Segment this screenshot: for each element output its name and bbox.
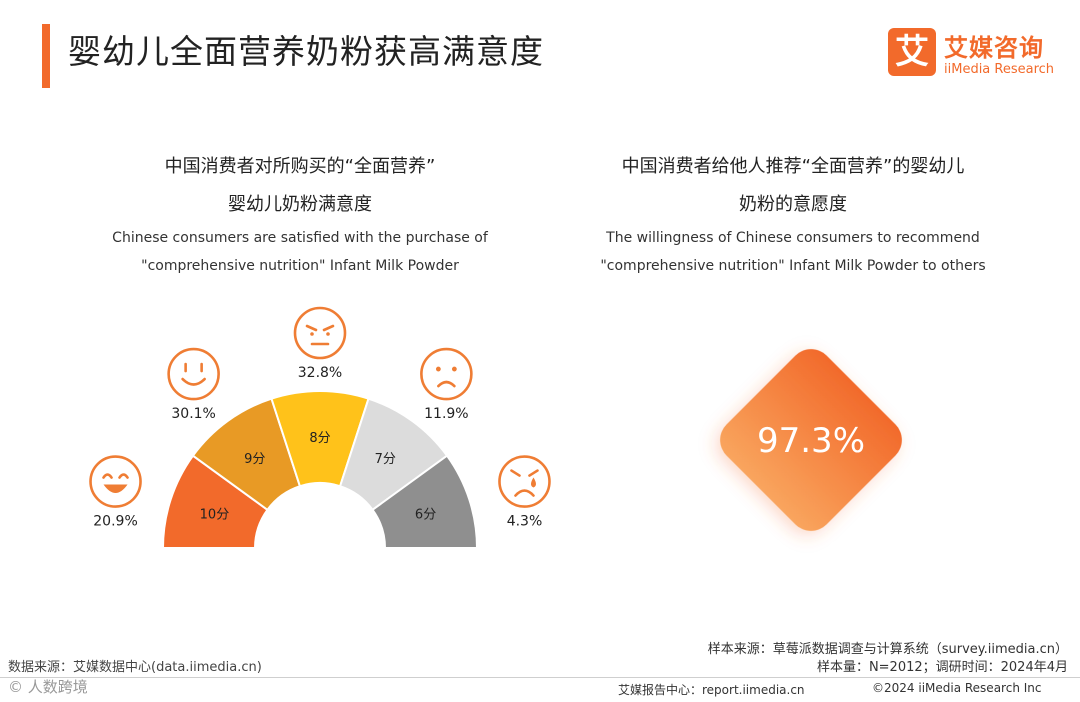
page-title: 婴幼儿全面营养奶粉获高满意度 [68, 32, 544, 71]
crying-face-icon [498, 455, 551, 508]
recommend-value: 97.3% [757, 421, 865, 461]
watermark: © 人数跨境 [8, 678, 88, 696]
segment-label-2: 9分 [244, 452, 265, 467]
left-title-cn-line1: 中国消费者对所购买的“全面营养” [164, 156, 436, 177]
satisfaction-half-donut: 10分 9分 8分 7分 6分 [161, 390, 479, 549]
right-title-cn-line2: 奶粉的意愿度 [739, 194, 847, 215]
right-title-en-line1: The willingness of Chinese consumers to … [606, 230, 980, 246]
percent-label-3: 32.8% [298, 365, 342, 381]
logo-text-cn: 艾媒咨询 [944, 34, 1044, 62]
smile-face-icon [167, 347, 220, 401]
sample-size-note: 样本量：N=2012；调研时间：2024年4月 [816, 660, 1068, 675]
left-chart-titles: 中国消费者对所购买的“全面营养” 婴幼儿奶粉满意度 Chinese consum… [60, 148, 540, 280]
right-chart-titles: 中国消费者给他人推荐“全面营养”的婴幼儿 奶粉的意愿度 The willingn… [553, 148, 1033, 280]
sample-source-note: 样本来源：草莓派数据调查与计算系统（survey.iimedia.cn） [707, 642, 1068, 657]
left-title-en-line2: "comprehensive nutrition" Infant Milk Po… [141, 258, 459, 274]
donut-segment-5 [371, 454, 479, 549]
segment-label-1: 10分 [200, 508, 230, 523]
copyright-note: ©2024 iiMedia Research Inc [872, 681, 1042, 695]
footer-divider [0, 677, 1080, 678]
logo-text-en: iiMedia Research [944, 62, 1055, 77]
left-title-cn-line2: 婴幼儿奶粉满意度 [228, 194, 372, 215]
data-source-note: 数据来源：艾媒数据中心(data.iimedia.cn) [8, 660, 262, 675]
report-center-link[interactable]: 艾媒报告中心：report.iimedia.cn [618, 683, 805, 697]
neutral-face-icon [293, 306, 347, 360]
left-title-en-line1: Chinese consumers are satisfied with the… [112, 230, 488, 246]
segment-label-5: 6分 [415, 508, 436, 523]
frown-face-icon [420, 347, 473, 401]
percent-label-1: 20.9% [93, 514, 137, 530]
right-title-cn-line1: 中国消费者给他人推荐“全面营养”的婴幼儿 [621, 156, 965, 177]
logo-mark: 艾 [888, 28, 936, 76]
satisfaction-faces: 20.9% 30.1% 32.8% 11.9% 4.3% [89, 306, 551, 530]
segment-label-3: 8分 [309, 431, 330, 446]
percent-label-4: 11.9% [424, 406, 468, 422]
percent-label-2: 30.1% [171, 406, 215, 422]
percent-label-5: 4.3% [507, 514, 543, 530]
iimedia-logo: 艾 艾媒咨询 iiMedia Research [888, 28, 1068, 80]
laughing-face-icon [89, 455, 142, 508]
segment-label-4: 7分 [375, 452, 396, 467]
recommend-diamond: 97.3% [720, 349, 902, 531]
right-title-en-line2: "comprehensive nutrition" Infant Milk Po… [600, 258, 986, 274]
title-accent-bar [42, 24, 50, 88]
recommend-diamond-shape [720, 349, 902, 531]
